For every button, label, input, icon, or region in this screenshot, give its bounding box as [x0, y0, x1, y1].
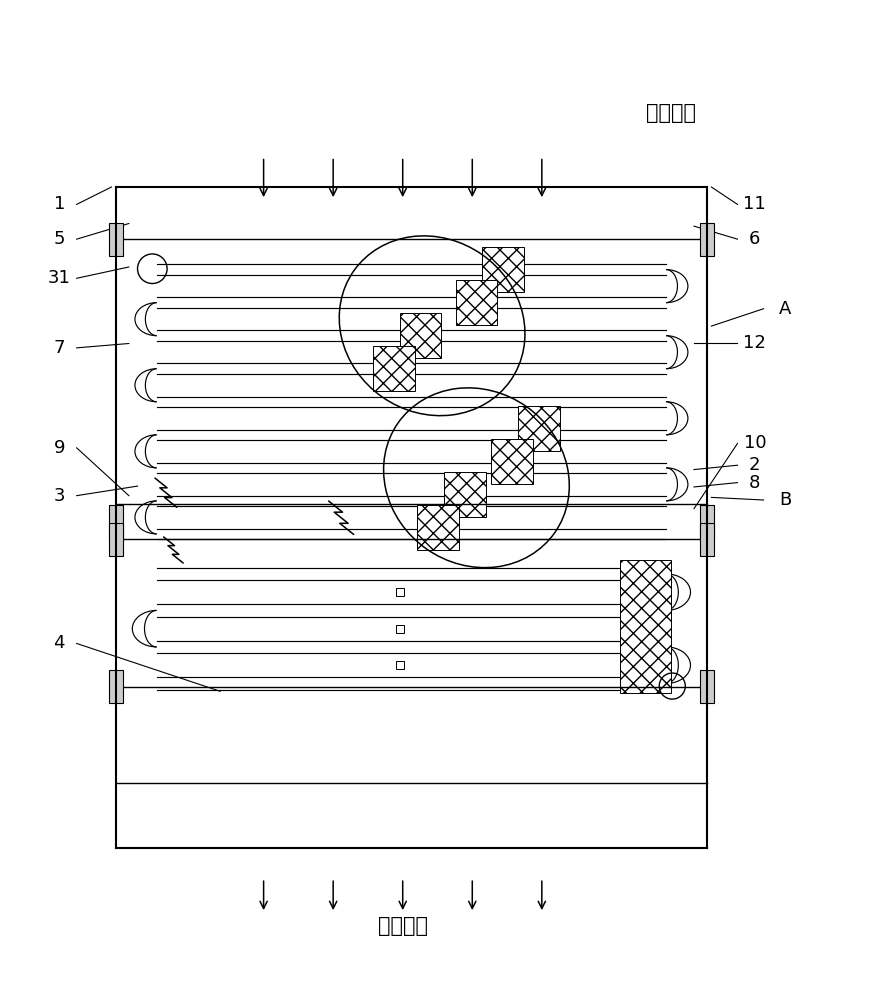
Bar	[396, 588, 403, 596]
Text: 7: 7	[53, 339, 65, 357]
Text: 11: 11	[744, 195, 766, 213]
Bar	[396, 661, 403, 669]
Bar	[482, 247, 524, 292]
Text: 3: 3	[53, 487, 65, 505]
Text: 12: 12	[744, 334, 766, 352]
Text: 31: 31	[48, 269, 71, 287]
Bar	[700, 670, 714, 703]
Bar	[700, 523, 714, 556]
Bar	[518, 406, 560, 451]
Text: A: A	[779, 300, 792, 318]
Text: 烟气入口: 烟气入口	[646, 103, 696, 123]
Bar	[400, 313, 441, 358]
Bar	[108, 223, 123, 256]
Bar	[396, 625, 403, 633]
Text: 1: 1	[53, 195, 65, 213]
Text: 烟气出口: 烟气出口	[378, 916, 428, 936]
Bar	[417, 505, 459, 550]
Text: B: B	[779, 491, 791, 509]
Bar	[108, 670, 123, 703]
Bar	[108, 505, 123, 538]
Bar	[700, 505, 714, 538]
Bar	[444, 472, 486, 517]
Text: 5: 5	[53, 230, 65, 248]
Text: 10: 10	[744, 434, 766, 452]
Bar	[491, 439, 533, 484]
Bar	[620, 560, 670, 693]
Text: 9: 9	[53, 439, 65, 457]
Text: 4: 4	[53, 634, 65, 652]
Text: 8: 8	[749, 474, 760, 492]
Bar	[373, 346, 415, 391]
Bar	[700, 223, 714, 256]
Bar	[456, 280, 498, 325]
Text: 6: 6	[749, 230, 760, 248]
Bar	[108, 523, 123, 556]
Text: 2: 2	[749, 456, 760, 474]
